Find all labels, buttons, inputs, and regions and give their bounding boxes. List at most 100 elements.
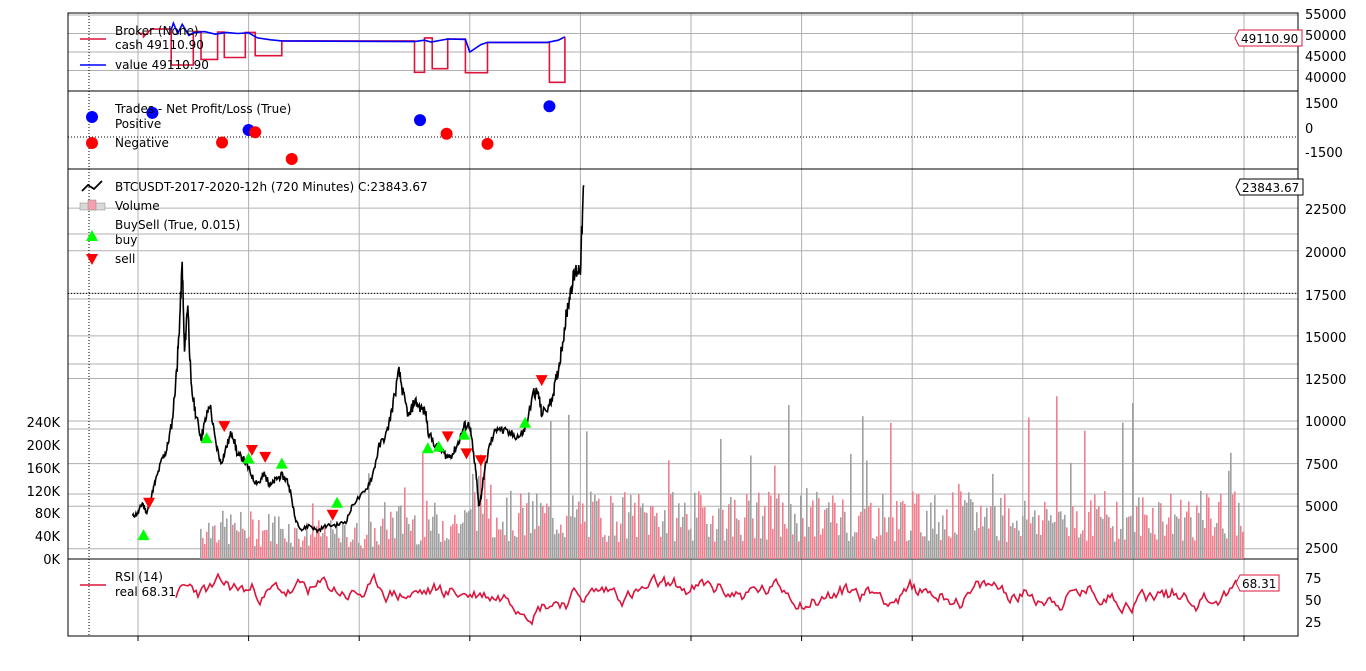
volume-bar bbox=[502, 521, 504, 559]
tick-label: 12500 bbox=[1305, 373, 1346, 388]
tick-label: 25 bbox=[1305, 616, 1322, 631]
volume-bar bbox=[298, 538, 300, 559]
price-series-line bbox=[131, 185, 585, 534]
volume-bar bbox=[392, 517, 394, 559]
volume-bar bbox=[662, 521, 664, 559]
volume-bar bbox=[402, 533, 404, 559]
volume-bar bbox=[846, 532, 848, 559]
volume-bar bbox=[966, 502, 968, 559]
volume-bar bbox=[960, 491, 962, 559]
volume-bar bbox=[786, 528, 788, 559]
volume-bar bbox=[820, 534, 822, 559]
volume-bar bbox=[854, 532, 856, 559]
volume-bar bbox=[794, 513, 796, 559]
tick-label: 5000 bbox=[1305, 500, 1338, 515]
volume-bar bbox=[504, 535, 506, 559]
volume-bar bbox=[1206, 493, 1208, 559]
volume-bar bbox=[1012, 522, 1014, 559]
volume-bar bbox=[562, 532, 564, 559]
volume-bar bbox=[958, 483, 960, 559]
volume-bar bbox=[204, 543, 206, 559]
volume-bar bbox=[466, 512, 468, 559]
volume-bar bbox=[344, 524, 346, 559]
volume-bar bbox=[1210, 518, 1212, 559]
volume-bar bbox=[544, 513, 546, 559]
cash-series-line bbox=[138, 28, 566, 84]
volume-bar bbox=[1118, 538, 1120, 559]
volume-bar bbox=[222, 510, 224, 559]
volume-bar bbox=[790, 503, 792, 559]
volume-bar bbox=[1054, 521, 1056, 559]
sell-marker bbox=[441, 431, 454, 443]
volume-bar bbox=[1180, 499, 1182, 559]
volume-bar bbox=[910, 530, 912, 559]
volume-bar bbox=[444, 540, 446, 559]
volume-bar bbox=[516, 537, 518, 559]
volume-bar bbox=[632, 515, 634, 559]
volume-bar bbox=[726, 528, 728, 559]
volume-bar bbox=[1048, 520, 1050, 559]
volume-bar bbox=[1116, 501, 1118, 559]
volume-bar bbox=[952, 492, 954, 559]
volume-bar bbox=[394, 538, 396, 559]
volume-bar bbox=[590, 491, 592, 559]
volume-bar bbox=[708, 536, 710, 559]
buy-marker bbox=[275, 457, 288, 469]
volume-bar bbox=[772, 529, 774, 559]
tick-label: 10000 bbox=[1305, 415, 1346, 430]
volume-bar bbox=[1202, 520, 1204, 559]
volume-bar bbox=[288, 523, 290, 559]
volume-bar bbox=[354, 527, 356, 559]
volume-bar bbox=[608, 535, 610, 559]
volume-bar bbox=[550, 421, 552, 559]
volume-bar bbox=[962, 506, 964, 559]
volume-bar bbox=[788, 405, 790, 559]
cash-legend-label: cash 49110.90 bbox=[115, 38, 204, 52]
volume-bar bbox=[1112, 526, 1114, 559]
volume-bar bbox=[1144, 514, 1146, 559]
volume-bar bbox=[340, 542, 342, 559]
volume-bar bbox=[636, 536, 638, 559]
volume-bar bbox=[1174, 514, 1176, 559]
volume-bar bbox=[808, 526, 810, 559]
volume-bar bbox=[1036, 534, 1038, 559]
volume-bar bbox=[950, 537, 952, 559]
volume-bar bbox=[430, 530, 432, 559]
price-y-axis-right: 22500 20000 17500 15000 12500 10000 7500… bbox=[1305, 203, 1346, 557]
buy-marker bbox=[519, 416, 532, 428]
volume-bar bbox=[1110, 527, 1112, 559]
volume-bar bbox=[448, 539, 450, 559]
volume-bar bbox=[514, 535, 516, 559]
tick-label: 160K bbox=[27, 462, 61, 477]
volume-bar bbox=[1228, 470, 1230, 559]
volume-bar bbox=[568, 414, 570, 559]
volume-bar bbox=[594, 494, 596, 559]
volume-bar bbox=[1220, 493, 1222, 559]
volume-bar bbox=[1212, 535, 1214, 559]
volume-bar bbox=[1022, 516, 1024, 559]
negative-trade-point bbox=[481, 137, 494, 150]
volume-bar bbox=[476, 530, 478, 559]
volume-bar bbox=[868, 506, 870, 559]
volume-bar bbox=[218, 539, 220, 559]
volume-bar bbox=[200, 528, 202, 559]
volume-bar bbox=[236, 530, 238, 559]
volume-bar bbox=[374, 528, 376, 559]
volume-bar bbox=[1170, 493, 1172, 559]
volume-bar bbox=[1070, 462, 1072, 559]
volume-bar bbox=[302, 540, 304, 559]
rsi-legend-title: RSI (14) bbox=[115, 570, 163, 584]
volume-bar bbox=[382, 518, 384, 559]
volume-bar bbox=[1186, 511, 1188, 559]
volume-bar bbox=[436, 514, 438, 559]
volume-bar bbox=[758, 492, 760, 559]
volume-bar bbox=[1084, 430, 1086, 559]
volume-bar bbox=[1072, 506, 1074, 559]
volume-bar bbox=[1040, 534, 1042, 559]
volume-bar bbox=[742, 541, 744, 559]
volume-bar bbox=[616, 521, 618, 559]
volume-bar bbox=[768, 491, 770, 559]
volume-bar bbox=[830, 522, 832, 559]
volume-bar bbox=[1234, 491, 1236, 559]
volume-bar bbox=[480, 454, 482, 559]
